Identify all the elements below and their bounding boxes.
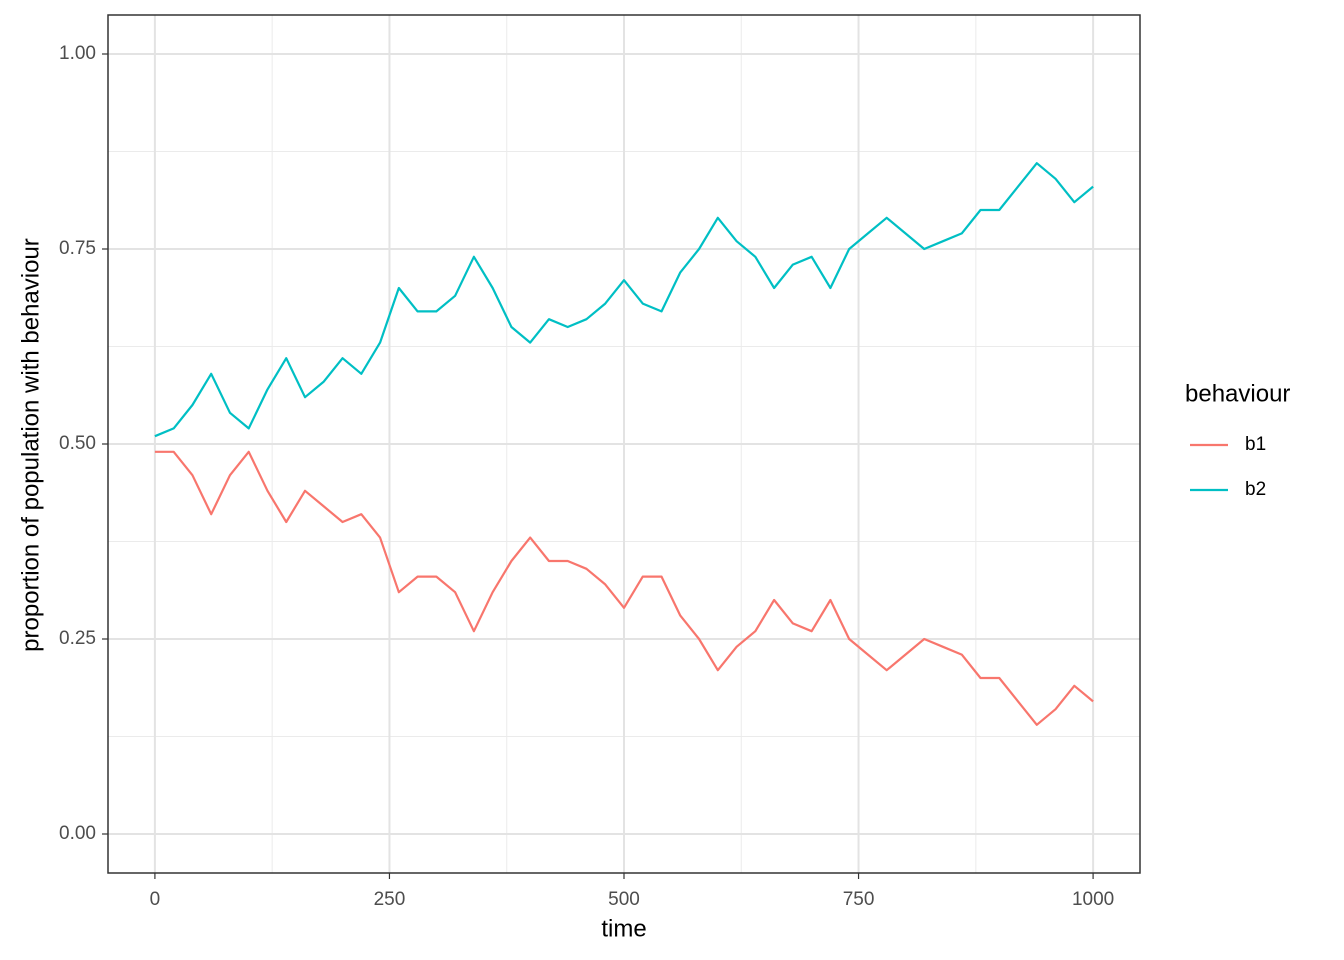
x-tick-label: 1000: [1072, 889, 1114, 910]
x-tick-label: 250: [374, 889, 406, 910]
x-tick-label: 500: [608, 889, 640, 910]
y-tick-label: 0.25: [59, 628, 96, 649]
y-tick-label: 0.50: [59, 433, 96, 454]
legend-label: b1: [1245, 434, 1266, 455]
x-tick-label: 750: [843, 889, 875, 910]
y-tick-label: 0.00: [59, 823, 96, 844]
legend-label: b2: [1245, 479, 1266, 500]
data-line: [154, 162, 1094, 438]
panel-border: [107, 14, 1141, 874]
legend-title: behaviour: [1185, 380, 1290, 407]
data-line: [154, 450, 1094, 726]
y-tick-label: 1.00: [59, 43, 96, 64]
x-tick-label: 0: [150, 889, 161, 910]
y-axis-title: proportion of population with behaviour: [17, 238, 44, 652]
x-axis-title: time: [601, 915, 646, 942]
y-tick-label: 0.75: [59, 238, 96, 259]
